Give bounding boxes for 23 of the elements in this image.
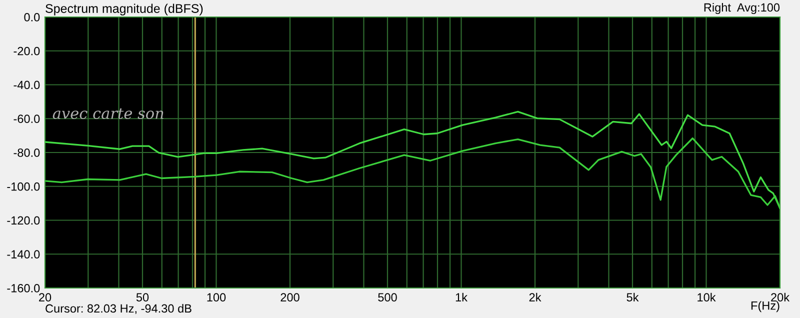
y-tick-label: -160.0: [7, 284, 40, 292]
x-tick-label: 500: [378, 293, 397, 302]
x-tick-label: 2k: [529, 292, 542, 302]
x-tick-label: 1k: [456, 292, 468, 302]
y-tick-label: -60.0: [14, 114, 40, 124]
x-tick-label: 5k: [626, 292, 639, 302]
x-tick-label: 50: [136, 293, 149, 302]
chart-title: Spectrum magnitude (dBFS): [46, 4, 203, 16]
x-tick-label: 20k: [771, 292, 790, 302]
text: Right Avg:100: [704, 3, 780, 14]
y-tick-label: 0.0: [24, 13, 40, 22]
x-tick-label: 10k: [698, 292, 716, 302]
y-tick-label: -80.0: [14, 148, 40, 157]
y-tick-label: -20.0: [14, 46, 40, 56]
x-tick-label: 20: [39, 293, 52, 302]
y-tick-label: -140.0: [7, 250, 40, 259]
x-tick-label: 100: [207, 293, 226, 302]
x-tick-label: 200: [280, 293, 300, 302]
x-axis-title: F(Hz): [751, 301, 780, 312]
y-tick-label: -120.0: [7, 216, 40, 225]
y-tick-label: -100.0: [7, 182, 40, 191]
text: Cursor: 82.03 Hz, -94.30 dB: [46, 304, 192, 314]
y-tick-label: -40.0: [14, 80, 40, 90]
